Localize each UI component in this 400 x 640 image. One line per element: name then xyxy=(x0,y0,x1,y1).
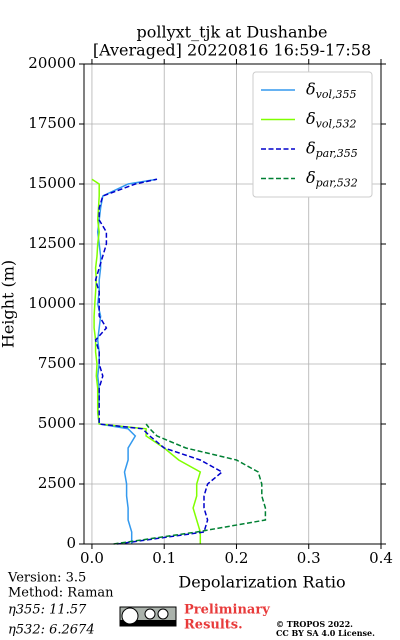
x-tick-label: 0.1 xyxy=(152,549,176,567)
cc-logo xyxy=(119,606,177,627)
y-tick-label: 10000 xyxy=(28,294,76,312)
plot-frame xyxy=(83,63,382,545)
x-tick-label: 0.4 xyxy=(369,549,393,567)
y-tick-label: 0 xyxy=(66,534,76,552)
x-tick-label: 0.3 xyxy=(297,549,321,567)
version: Version: 3.5 xyxy=(7,571,86,586)
y-tick-label: 2500 xyxy=(38,474,76,492)
y-tick-label: 5000 xyxy=(38,414,76,432)
y-tick-label: 12500 xyxy=(28,234,76,252)
eta532: η532: 6.2674 xyxy=(8,623,95,638)
eta355: η355: 11.57 xyxy=(8,603,87,618)
chart-title: pollyxt_tjk at Dushanbe xyxy=(136,23,327,42)
y-tick-label: 7500 xyxy=(38,354,76,372)
preliminary: Results. xyxy=(184,618,243,633)
x-tick-label: 0.0 xyxy=(80,549,104,567)
method: Method: Raman xyxy=(8,586,114,601)
preliminary: Preliminary xyxy=(184,603,270,618)
license: © TROPOS 2022. xyxy=(276,619,353,629)
legend-box xyxy=(252,71,373,198)
data-line xyxy=(113,423,267,545)
license: CC BY SA 4.0 License. xyxy=(276,628,375,638)
x-axis-label: Depolarization Ratio xyxy=(178,573,345,592)
data-line xyxy=(91,178,202,544)
chart-subtitle: [Averaged] 20220816 16:59-17:58 xyxy=(93,41,371,60)
y-tick-label: 15000 xyxy=(28,174,76,192)
x-tick-label: 0.2 xyxy=(225,549,249,567)
data-line xyxy=(94,178,224,545)
y-tick-label: 20000 xyxy=(28,54,76,72)
y-axis-label: Height (m) xyxy=(0,260,18,348)
y-tick-label: 17500 xyxy=(28,114,76,132)
